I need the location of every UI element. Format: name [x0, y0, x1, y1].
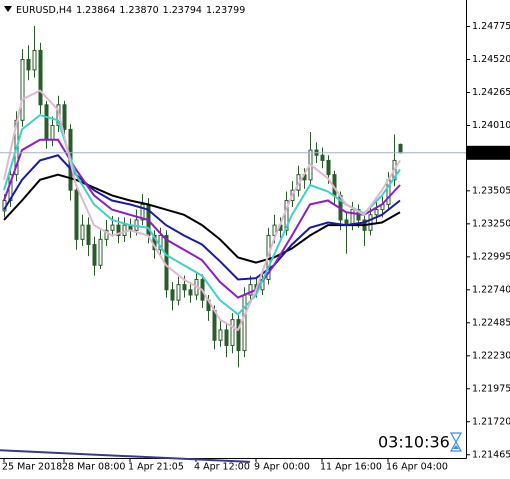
candle-body — [188, 289, 193, 296]
candle-body — [182, 284, 187, 291]
y-tick-label: 1.21465 — [472, 449, 510, 460]
y-tick-label: 1.22230 — [472, 350, 510, 361]
candle-body — [38, 49, 43, 106]
moving-average — [3, 173, 401, 264]
bar-timer: 03:10:36 — [378, 433, 450, 452]
moving-average — [3, 89, 401, 332]
candle-body — [242, 294, 247, 352]
candle-body — [212, 310, 217, 341]
candle-body — [230, 319, 235, 346]
candle-body — [140, 203, 145, 221]
candle-body — [236, 319, 241, 352]
y-tick-label: 1.24520 — [472, 54, 510, 65]
y-tick-label: 1.22485 — [472, 317, 510, 328]
x-tick-label: 25 Mar 2018 — [2, 462, 62, 473]
candle-body — [44, 104, 49, 141]
candle-body — [104, 229, 109, 240]
header-value: 1.23794 — [163, 5, 202, 16]
candle-body — [92, 244, 97, 266]
candle-body — [326, 159, 331, 176]
candle-body — [98, 238, 103, 266]
candle-body — [122, 224, 127, 236]
candle-body — [218, 329, 223, 341]
header-arrow — [4, 6, 12, 12]
plot-area — [2, 25, 403, 368]
y-tick-label: 1.22740 — [472, 284, 510, 295]
x-tick-label: 4 Apr 12:00 — [194, 462, 250, 473]
candle-body — [74, 189, 79, 240]
candle-body — [32, 49, 37, 71]
header-value: 1.23864 — [76, 5, 115, 16]
candle-body — [176, 284, 181, 301]
header-text: EURUSD,H4 1.23864 1.23870 1.23794 1.23799 — [16, 5, 245, 16]
candle-body — [26, 59, 31, 71]
trendline — [0, 449, 251, 463]
hourglass-icon — [449, 432, 463, 452]
candle-body — [248, 284, 253, 296]
y-tick-label: 1.21975 — [472, 383, 510, 394]
header-value: 1.23870 — [119, 5, 158, 16]
y-tick-label: 1.22995 — [472, 251, 510, 262]
candle-body — [20, 59, 25, 121]
x-tick-label: 16 Apr 04:00 — [386, 462, 448, 473]
candle-body — [320, 154, 325, 161]
y-tick-label: 1.21720 — [472, 416, 510, 427]
current-price-box — [467, 145, 510, 160]
y-tick-label: 1.23250 — [472, 218, 510, 229]
y-tick-label: 1.24010 — [472, 120, 510, 131]
candle-body — [350, 209, 355, 226]
candle-body — [80, 224, 85, 240]
candle-body — [224, 329, 229, 346]
candle-body — [110, 224, 115, 231]
moving-average — [3, 154, 401, 281]
x-tick-label: 28 Mar 08:00 — [62, 462, 125, 473]
y-tick-label: 1.23505 — [472, 185, 510, 196]
candle-body — [62, 104, 67, 130]
candle-body — [272, 224, 277, 236]
x-tick-label: 9 Apr 00:00 — [254, 462, 310, 473]
x-tick-label: 11 Apr 16:00 — [320, 462, 382, 473]
candle-body — [374, 209, 379, 216]
candle-body — [116, 224, 121, 236]
header-value: 1.23799 — [206, 5, 245, 16]
candle-body — [284, 200, 289, 231]
candle-body — [50, 124, 55, 141]
candle-body — [86, 224, 91, 246]
candle-body — [368, 214, 373, 231]
candle-body — [398, 143, 403, 154]
header: EURUSD,H4 1.23864 1.23870 1.23794 1.23799 — [4, 5, 245, 16]
y-tick-label: 1.24775 — [472, 21, 510, 32]
symbol: EURUSD,H4 — [16, 5, 72, 16]
y-tick-label: 1.24265 — [472, 87, 510, 98]
current-price-label: 1.23799 — [472, 147, 510, 158]
x-tick-label: 1 Apr 21:05 — [128, 462, 184, 473]
candle-body — [170, 289, 175, 301]
